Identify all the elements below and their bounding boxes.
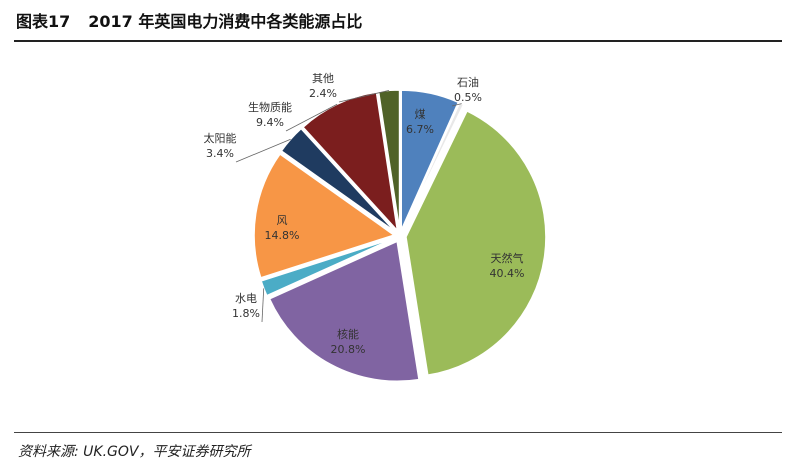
leader-line-6 bbox=[235, 138, 291, 163]
slice-label-0: 煤 bbox=[415, 108, 426, 121]
slice-label-1: 石油 bbox=[457, 75, 479, 89]
pie-slice-2 bbox=[405, 109, 547, 377]
top-rule bbox=[14, 40, 782, 42]
pie-slice-8 bbox=[377, 89, 401, 231]
slice-value-label-5: 14.8% bbox=[265, 229, 300, 242]
slice-label-2: 天然气 bbox=[491, 251, 524, 265]
leader-line-8 bbox=[338, 90, 390, 103]
pie-chart: 煤 6.7% 石油 0.5% 天然气 40.4% 核能 20.8% 水电 1.8% 风 14.8% 太阳… bbox=[204, 72, 547, 383]
chart-title: 2017 年英国电力消费中各类能源占比 bbox=[88, 12, 363, 31]
slice-label-8: 其他 bbox=[312, 72, 334, 85]
slice-label-6: 太阳能 bbox=[204, 131, 237, 145]
slice-label-4: 水电 bbox=[235, 292, 257, 305]
leader-line-1 bbox=[451, 103, 462, 107]
pie-slices bbox=[253, 89, 547, 383]
slice-value-label-6: 3.4% bbox=[206, 147, 234, 160]
slice-labels: 煤 6.7% 石油 0.5% 天然气 40.4% 核能 20.8% 水电 1.8% 风 14.8% 太阳… bbox=[204, 72, 525, 356]
slice-value-label-2: 40.4% bbox=[490, 267, 525, 280]
slice-value-label-7: 9.4% bbox=[256, 116, 284, 129]
slice-value-label-0: 6.7% bbox=[406, 123, 434, 136]
slice-label-5: 风 bbox=[277, 214, 288, 227]
bottom-rule bbox=[14, 432, 782, 433]
slice-label-3: 核能 bbox=[337, 327, 359, 341]
leader-line-4 bbox=[261, 288, 265, 323]
slice-value-label-3: 20.8% bbox=[331, 343, 366, 356]
source-note: 资料来源: UK.GOV，平安证券研究所 bbox=[18, 444, 251, 460]
chart-title-bar: 图表17 2017 年英国电力消费中各类能源占比 bbox=[16, 8, 362, 32]
leader-line-7 bbox=[285, 103, 338, 132]
slice-value-label-8: 2.4% bbox=[309, 87, 337, 100]
slice-label-7: 生物质能 bbox=[248, 100, 292, 114]
slice-value-label-1: 0.5% bbox=[454, 91, 482, 104]
slice-value-label-4: 1.8% bbox=[232, 307, 260, 320]
leader-lines bbox=[235, 90, 462, 323]
pie-slice-5 bbox=[253, 152, 396, 279]
pie-slice-3 bbox=[268, 240, 420, 383]
figure-label: 图表17 bbox=[16, 12, 71, 31]
pie-slice-0 bbox=[400, 89, 460, 231]
